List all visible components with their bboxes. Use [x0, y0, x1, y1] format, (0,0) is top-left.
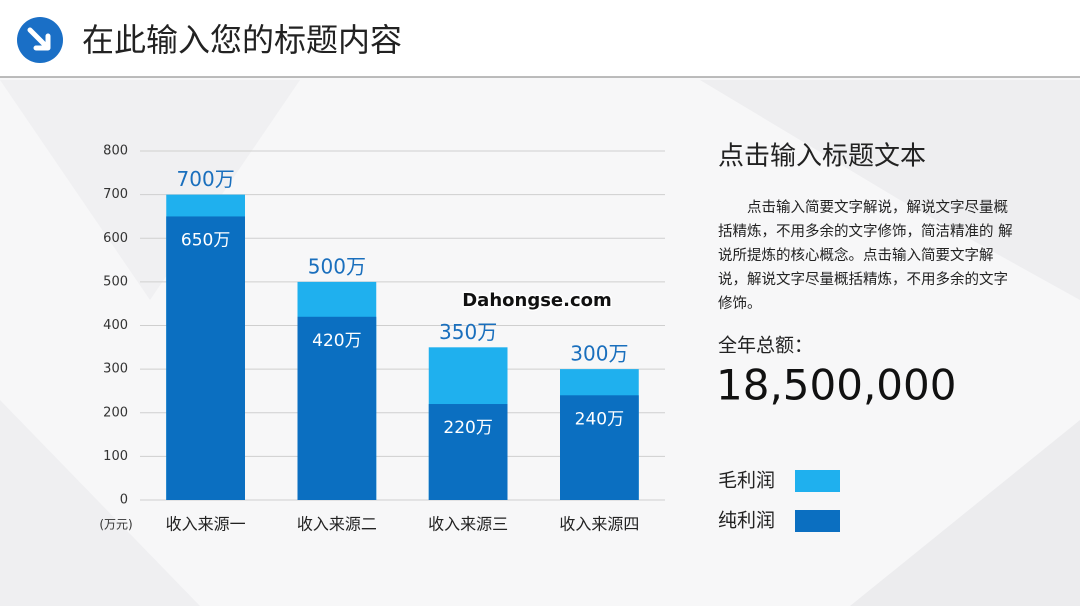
y-tick-label: 700	[103, 187, 128, 202]
y-tick-label: 400	[103, 318, 128, 333]
legend-label: 毛利润	[718, 470, 775, 492]
unit-label: (万元)	[99, 518, 132, 532]
bar	[428, 404, 508, 500]
y-tick-label: 500	[103, 274, 128, 289]
legend-swatch	[795, 470, 840, 492]
x-tick-label: 收入来源四	[559, 515, 639, 534]
side-paragraph: 点击输入简要文字解说，解说文字尽量概括精炼，不用多余的文字修饰，简洁精准的 解说…	[718, 200, 1013, 312]
y-tick-label: 600	[103, 231, 128, 246]
bar	[166, 216, 245, 500]
header-bg	[0, 0, 1080, 77]
total-value: 18,500,000	[716, 361, 956, 410]
value-label: 240万	[575, 409, 624, 429]
total-label: 全年总额：	[718, 335, 813, 357]
y-tick-label: 200	[103, 405, 128, 420]
header-title: 在此输入您的标题内容	[82, 21, 402, 59]
side-heading: 点击输入标题文本	[718, 142, 926, 172]
y-tick-label: 100	[103, 449, 128, 464]
value-label: 700万	[177, 167, 235, 191]
y-tick-label: 300	[103, 362, 128, 377]
legend-swatch	[795, 510, 840, 532]
x-tick-label: 收入来源一	[166, 515, 246, 534]
plot-area: 0 100 200 300 400 500 600 700 800 (万元) 收入来源一 700万 65…	[99, 144, 840, 534]
value-label: 350万	[439, 320, 497, 344]
legend-label: 纯利润	[718, 510, 775, 532]
bar	[297, 316, 377, 500]
bg-shape	[0, 80, 300, 300]
bg-shape	[700, 80, 1080, 300]
header-arrow	[27, 27, 51, 51]
value-label: 650万	[181, 230, 230, 250]
value-label: 220万	[443, 418, 492, 438]
bar	[560, 395, 639, 500]
value-label: 420万	[312, 331, 361, 351]
x-tick-label: 收入来源三	[428, 515, 508, 534]
bg-shape	[850, 420, 1080, 606]
value-label: 500万	[308, 254, 366, 278]
watermark: Dahongse.com	[462, 290, 612, 311]
value-label: 300万	[570, 342, 628, 366]
bg-shape	[0, 400, 200, 606]
y-tick-label: 0	[120, 493, 128, 508]
y-tick-label: 800	[103, 144, 128, 159]
x-tick-label: 收入来源二	[297, 515, 377, 534]
